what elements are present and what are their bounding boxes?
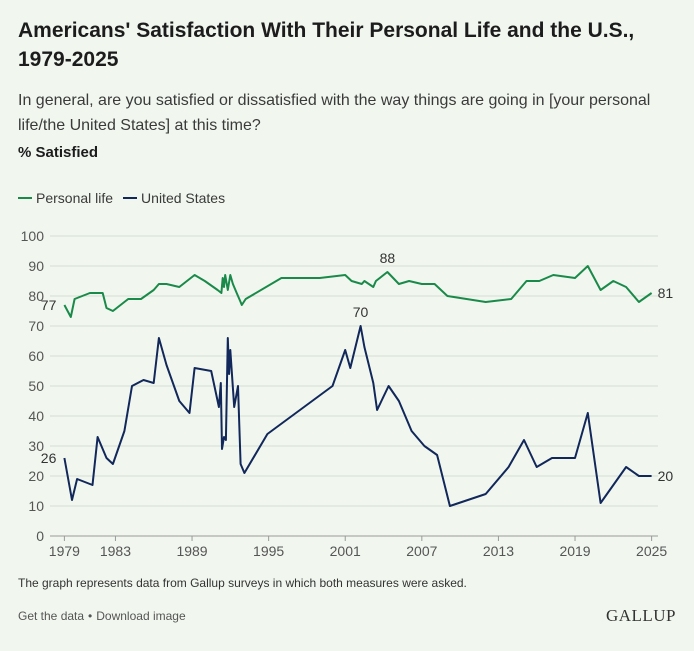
data-label-26: 26 [41,450,57,466]
x-tick-label-1989: 1989 [176,543,207,559]
series-line-personal-life [63,265,653,318]
series-line-united-states [63,325,652,507]
footnote: The graph represents data from Gallup su… [18,576,467,590]
data-label-70: 70 [353,304,369,320]
y-tick-label-90: 90 [28,258,44,274]
x-tick-label-1979: 1979 [49,543,80,559]
data-label-81: 81 [658,285,674,301]
y-tick-label-10: 10 [28,498,44,514]
data-label-88: 88 [380,250,396,266]
measure-label: % Satisfied [18,144,99,161]
chart-subtitle: In general, are you satisfied or dissati… [18,92,651,134]
legend-item-united-states: United States [123,190,225,206]
y-tick-label-30: 30 [28,438,44,454]
x-tick-label-1995: 1995 [253,543,284,559]
y-tick-label-0: 0 [36,528,44,544]
download-image-link[interactable]: Download image [96,609,186,623]
data-label-20: 20 [658,468,674,484]
y-tick-label-80: 80 [28,288,44,304]
gallup-logo: GALLUP [605,606,676,625]
x-tick-label-1983: 1983 [100,543,131,559]
footer-separator: • [88,609,93,623]
y-tick-label-60: 60 [28,348,44,364]
x-tick-label-2013: 2013 [483,543,514,559]
y-tick-label-50: 50 [28,378,44,394]
x-tick-label-2019: 2019 [559,543,590,559]
legend: Personal life United States [18,190,235,206]
chart-title: Americans' Satisfaction With Their Perso… [18,19,635,71]
legend-label-personal-life: Personal life [36,190,114,206]
x-tick-label-2025: 2025 [636,543,667,559]
y-tick-label-70: 70 [28,318,44,334]
footer-links: Get the data • Download image [18,609,186,623]
data-label-77: 77 [41,297,57,313]
x-tick-label-2007: 2007 [406,543,437,559]
x-tick-label-2001: 2001 [330,543,361,559]
legend-item-personal-life: Personal life [18,190,113,206]
legend-swatch-united-states [123,197,138,199]
get-data-link[interactable]: Get the data [18,609,85,623]
y-tick-label-40: 40 [28,408,44,424]
y-tick-label-20: 20 [28,468,44,484]
legend-swatch-personal-life [18,197,32,199]
y-tick-label-100: 100 [21,228,45,244]
legend-label-united-states: United States [141,190,226,206]
line-chart: 0 10 20 30 40 50 60 70 80 90 100 1979 1983 1989 1995 20… [21,228,674,559]
